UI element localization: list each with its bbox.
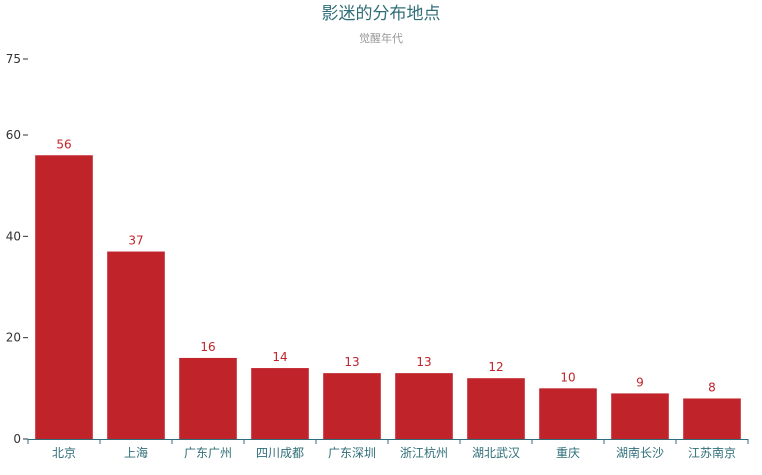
data-label: 10 xyxy=(560,370,575,384)
chart-title: 影迷的分布地点 xyxy=(322,4,441,24)
bar[interactable] xyxy=(683,398,741,439)
x-tick-label: 湖北武汉 xyxy=(472,445,520,460)
x-tick-label: 广东广州 xyxy=(184,446,232,460)
data-label: 14 xyxy=(272,350,287,364)
data-label: 56 xyxy=(56,137,71,151)
bar[interactable] xyxy=(179,357,237,439)
data-label: 12 xyxy=(488,360,503,374)
y-axis: 0 20 40 60 75 xyxy=(6,52,28,446)
y-tick-label: 60 xyxy=(6,128,21,142)
bar[interactable] xyxy=(611,393,669,439)
bars: 56 37 16 14 13 13 12 10 9 8 xyxy=(35,137,741,439)
data-label: 8 xyxy=(708,380,716,394)
bar[interactable] xyxy=(539,388,597,439)
x-tick-label: 浙江杭州 xyxy=(400,445,448,460)
data-label: 13 xyxy=(416,355,431,369)
x-tick-label: 四川成都 xyxy=(256,446,304,460)
bar[interactable] xyxy=(251,368,309,439)
x-axis: 北京 上海 广东广州 四川成都 广东深圳 浙江杭州 湖北武汉 重庆 湖南长沙 江苏南京 xyxy=(27,439,749,460)
x-tick-label: 江苏南京 xyxy=(688,445,736,460)
bar[interactable] xyxy=(395,373,453,439)
y-tick-label: 75 xyxy=(6,52,21,66)
x-tick-label: 上海 xyxy=(124,445,148,460)
bar[interactable] xyxy=(107,251,165,439)
data-label: 9 xyxy=(636,375,644,389)
bar[interactable] xyxy=(323,373,381,439)
data-label: 16 xyxy=(200,340,215,354)
x-tick-label: 广东深圳 xyxy=(328,446,376,460)
chart-subtitle: 觉醒年代 xyxy=(359,31,403,45)
data-label: 37 xyxy=(128,234,143,248)
data-label: 13 xyxy=(344,355,359,369)
x-tick-label: 重庆 xyxy=(556,446,580,460)
x-tick-label: 北京 xyxy=(52,446,76,460)
bar[interactable] xyxy=(35,155,93,439)
y-tick-label: 0 xyxy=(13,432,21,446)
y-tick-label: 40 xyxy=(6,229,21,243)
x-tick-label: 湖南长沙 xyxy=(616,445,664,460)
bar[interactable] xyxy=(467,378,525,439)
y-tick-label: 20 xyxy=(6,331,21,345)
